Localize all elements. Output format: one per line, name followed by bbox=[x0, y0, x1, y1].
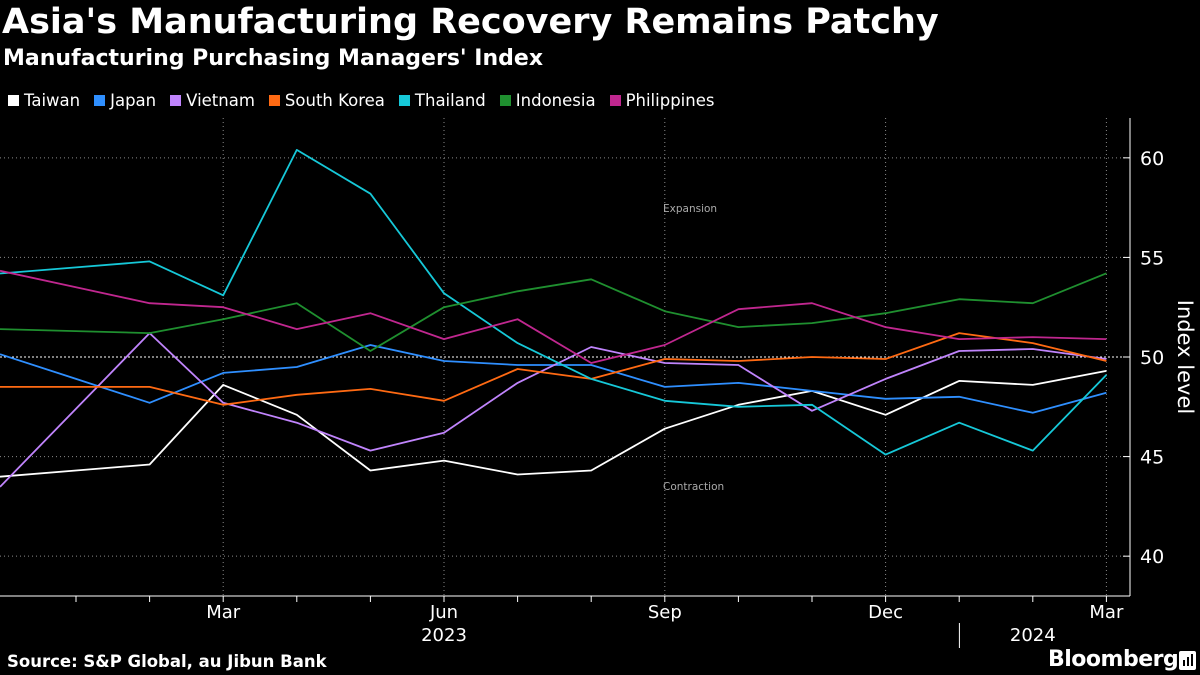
legend-swatch bbox=[8, 95, 19, 106]
chart-subtitle: Manufacturing Purchasing Managers' Index bbox=[3, 46, 544, 71]
legend-label: South Korea bbox=[284, 91, 385, 110]
x-tick-label: Dec bbox=[868, 602, 903, 623]
legend-label: Taiwan bbox=[24, 91, 81, 110]
legend-item-vietnam: Vietnam bbox=[170, 91, 255, 110]
legend-item-philippines: Philippines bbox=[609, 91, 715, 110]
legend-label: Philippines bbox=[625, 91, 715, 110]
x-tick-label: Mar bbox=[1089, 602, 1124, 623]
y-tick-label: 55 bbox=[1140, 247, 1164, 269]
year-label: 2023 bbox=[421, 625, 467, 646]
y-tick-label: 45 bbox=[1140, 447, 1164, 469]
legend-swatch bbox=[398, 95, 410, 106]
y-tick-label: 60 bbox=[1140, 148, 1164, 170]
annotation-contraction: Contraction bbox=[663, 481, 724, 493]
terminal-icon bbox=[1179, 651, 1196, 670]
series-line-thailand bbox=[0, 148, 1108, 456]
y-axis-title: Index level bbox=[1173, 300, 1197, 414]
series-line-vietnam bbox=[0, 332, 1107, 488]
legend-item-japan: Japan bbox=[94, 91, 156, 110]
legend-label: Japan bbox=[110, 91, 157, 110]
legend-item-south-korea: South Korea bbox=[268, 91, 385, 110]
annotation-expansion: Expansion bbox=[663, 203, 717, 215]
legend-item-indonesia: Indonesia bbox=[499, 91, 596, 110]
y-tick-label: 40 bbox=[1140, 546, 1164, 568]
legend-swatch bbox=[94, 95, 106, 106]
source-note: Source: S&P Global, au Jibun Bank bbox=[7, 652, 327, 671]
legend-item-thailand: Thailand bbox=[398, 91, 486, 110]
y-tick-label: 50 bbox=[1140, 347, 1164, 369]
legend-swatch bbox=[170, 95, 182, 106]
bloomberg-logo: Bloomberg bbox=[1048, 647, 1179, 672]
legend-swatch bbox=[268, 95, 280, 106]
x-tick-label: Jun bbox=[429, 602, 458, 623]
series-line-taiwan bbox=[0, 370, 1107, 478]
legend-item-taiwan: Taiwan bbox=[8, 91, 80, 110]
legend-swatch bbox=[609, 95, 621, 106]
legend-label: Thailand bbox=[414, 91, 486, 110]
series-line-japan bbox=[0, 344, 1107, 414]
series-line-indonesia bbox=[0, 272, 1107, 352]
year-label: 2024 bbox=[1010, 625, 1056, 646]
legend-label: Vietnam bbox=[186, 91, 255, 110]
legend-swatch bbox=[499, 95, 511, 106]
legend-label: Indonesia bbox=[515, 91, 596, 110]
series-line-south-korea bbox=[0, 332, 1107, 406]
series-line-philippines bbox=[0, 269, 1107, 364]
x-tick-label: Sep bbox=[648, 602, 682, 623]
x-tick-label: Mar bbox=[206, 602, 241, 623]
chart-legend: Taiwan Japan Vietnam South Korea Thailand Ind… bbox=[8, 91, 728, 110]
chart-title: Asia's Manufacturing Recovery Remains Pa… bbox=[2, 2, 939, 42]
